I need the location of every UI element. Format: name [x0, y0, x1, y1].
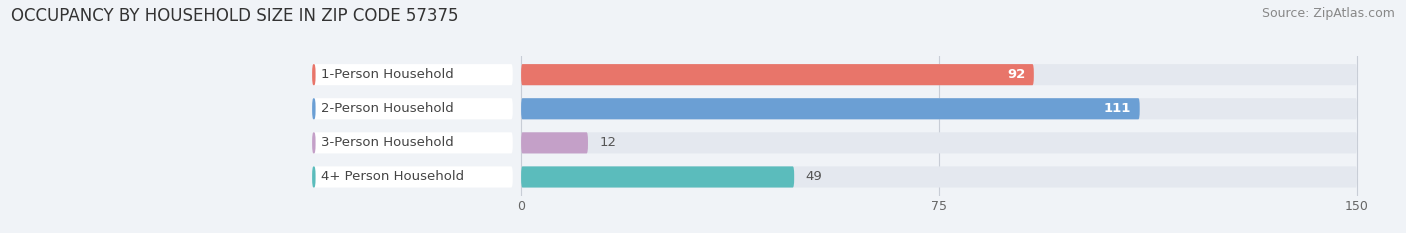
FancyBboxPatch shape — [312, 132, 315, 154]
FancyBboxPatch shape — [522, 132, 1357, 154]
Text: Source: ZipAtlas.com: Source: ZipAtlas.com — [1261, 7, 1395, 20]
Text: 3-Person Household: 3-Person Household — [321, 136, 454, 149]
FancyBboxPatch shape — [312, 132, 513, 154]
FancyBboxPatch shape — [312, 98, 513, 119]
Text: 49: 49 — [806, 171, 823, 183]
Text: 92: 92 — [1007, 68, 1025, 81]
Text: 1-Person Household: 1-Person Household — [321, 68, 454, 81]
Text: 12: 12 — [599, 136, 616, 149]
FancyBboxPatch shape — [522, 166, 1357, 188]
Text: 4+ Person Household: 4+ Person Household — [321, 171, 464, 183]
FancyBboxPatch shape — [312, 166, 513, 188]
FancyBboxPatch shape — [312, 64, 513, 85]
FancyBboxPatch shape — [522, 132, 588, 154]
FancyBboxPatch shape — [312, 98, 315, 119]
Text: OCCUPANCY BY HOUSEHOLD SIZE IN ZIP CODE 57375: OCCUPANCY BY HOUSEHOLD SIZE IN ZIP CODE … — [11, 7, 458, 25]
FancyBboxPatch shape — [522, 64, 1033, 85]
FancyBboxPatch shape — [312, 64, 315, 85]
Text: 111: 111 — [1104, 102, 1132, 115]
FancyBboxPatch shape — [312, 166, 315, 188]
FancyBboxPatch shape — [522, 166, 794, 188]
FancyBboxPatch shape — [522, 64, 1357, 85]
Text: 2-Person Household: 2-Person Household — [321, 102, 454, 115]
FancyBboxPatch shape — [522, 98, 1357, 119]
FancyBboxPatch shape — [522, 98, 1140, 119]
